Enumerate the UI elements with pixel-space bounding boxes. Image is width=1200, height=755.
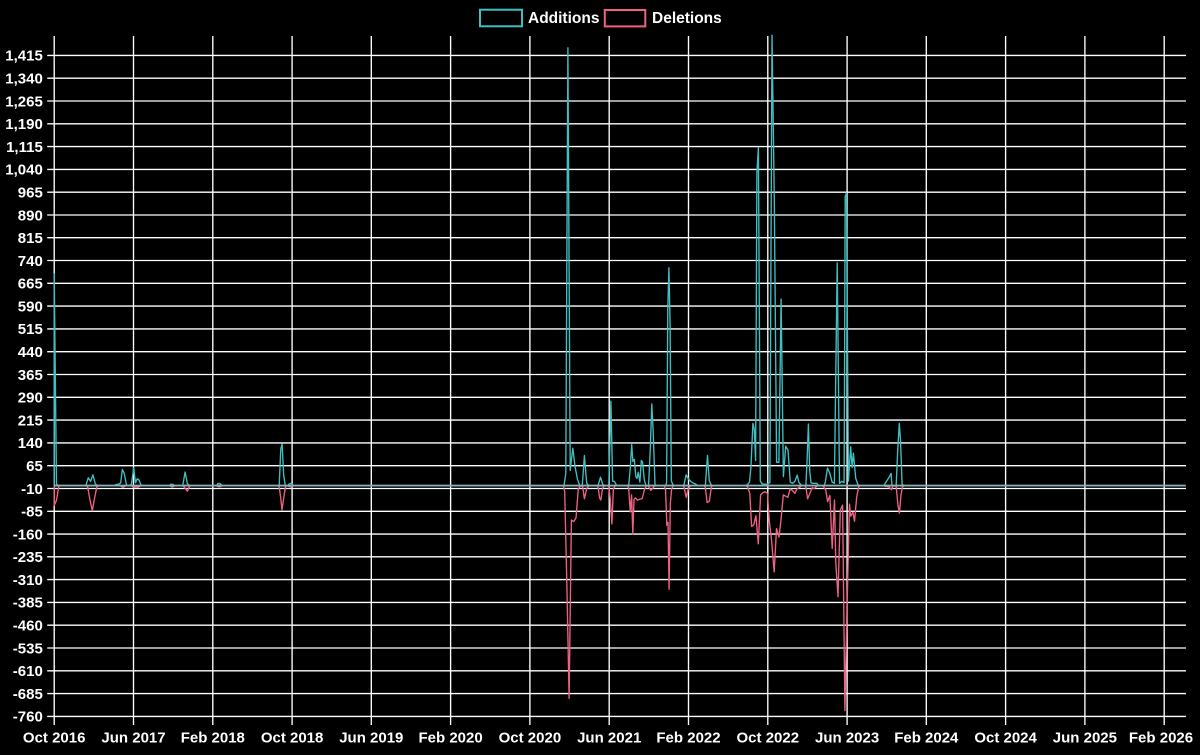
- svg-text:1,340: 1,340: [5, 71, 43, 88]
- svg-text:65: 65: [26, 458, 43, 475]
- svg-text:-760: -760: [13, 709, 43, 726]
- svg-text:1,115: 1,115: [6, 139, 43, 156]
- svg-text:140: 140: [18, 435, 43, 452]
- svg-text:665: 665: [18, 276, 43, 293]
- svg-text:Feb 2024: Feb 2024: [894, 730, 959, 747]
- svg-text:Oct 2024: Oct 2024: [974, 730, 1037, 747]
- svg-text:Feb 2022: Feb 2022: [656, 730, 720, 747]
- svg-text:Oct 2016: Oct 2016: [23, 730, 86, 747]
- svg-text:590: 590: [18, 298, 43, 315]
- svg-text:740: 740: [18, 253, 43, 270]
- svg-text:-235: -235: [13, 549, 43, 566]
- svg-text:-310: -310: [13, 572, 43, 589]
- svg-text:-610: -610: [13, 663, 43, 680]
- svg-text:-85: -85: [21, 504, 43, 521]
- svg-text:Oct 2020: Oct 2020: [499, 730, 562, 747]
- svg-text:965: 965: [18, 185, 43, 202]
- svg-text:815: 815: [18, 230, 43, 247]
- svg-text:890: 890: [18, 207, 43, 224]
- svg-text:Jun 2019: Jun 2019: [339, 730, 403, 747]
- svg-text:-385: -385: [13, 595, 43, 612]
- svg-text:365: 365: [18, 367, 43, 384]
- svg-text:Oct 2018: Oct 2018: [261, 730, 324, 747]
- svg-text:-535: -535: [13, 640, 43, 657]
- svg-text:-685: -685: [13, 686, 43, 703]
- svg-text:515: 515: [18, 321, 43, 338]
- svg-text:1,040: 1,040: [5, 162, 43, 179]
- svg-text:Feb 2026: Feb 2026: [1129, 730, 1193, 747]
- svg-text:Additions: Additions: [528, 10, 599, 27]
- svg-text:1,190: 1,190: [5, 116, 43, 133]
- svg-text:1,265: 1,265: [5, 93, 43, 110]
- svg-text:1,415: 1,415: [5, 48, 43, 65]
- svg-text:440: 440: [18, 344, 43, 361]
- svg-text:Feb 2020: Feb 2020: [418, 730, 482, 747]
- svg-text:-10: -10: [21, 481, 43, 498]
- svg-text:290: 290: [18, 390, 43, 407]
- svg-text:Deletions: Deletions: [652, 10, 722, 27]
- svg-text:Feb 2018: Feb 2018: [181, 730, 245, 747]
- svg-text:215: 215: [18, 412, 43, 429]
- svg-text:Oct 2022: Oct 2022: [737, 730, 800, 747]
- svg-text:Jun 2025: Jun 2025: [1053, 730, 1117, 747]
- svg-text:Jun 2023: Jun 2023: [815, 730, 879, 747]
- svg-text:Jun 2021: Jun 2021: [577, 730, 641, 747]
- svg-text:Jun 2017: Jun 2017: [101, 730, 165, 747]
- svg-text:-460: -460: [13, 618, 43, 635]
- svg-text:-160: -160: [13, 526, 43, 543]
